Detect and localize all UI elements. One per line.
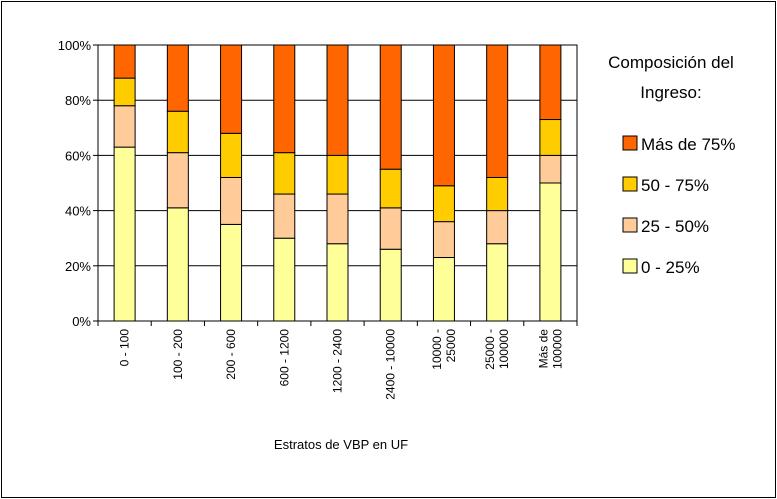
bar-segment <box>273 44 296 154</box>
bar-segment <box>166 44 189 112</box>
bar-segment <box>113 77 136 107</box>
legend-title: Ingreso: <box>640 83 701 102</box>
bar-segment <box>379 207 402 250</box>
plot-area: 0% 20% 40% 60% 80% 100% 0 - 100 100 - 200 200 - … <box>58 38 578 400</box>
bar-segment <box>113 146 136 322</box>
legend-swatch <box>622 135 638 151</box>
category-label: 0 - 100 <box>118 329 132 367</box>
category-label: 100000 <box>497 329 511 369</box>
category-label: 600 - 1200 <box>277 329 291 387</box>
bar-segment <box>220 132 243 178</box>
bar-segment <box>379 44 402 170</box>
legend-swatch <box>622 176 638 192</box>
category-label: Más de <box>536 329 550 369</box>
legend: Composición del Ingreso: Más de 75% 50 - 75… <box>608 53 735 277</box>
bar-segment <box>539 182 562 322</box>
category-label: 2400 - 10000 <box>384 329 398 400</box>
bar-segment <box>539 44 562 121</box>
y-tick-label: 60% <box>65 148 91 163</box>
bar-segment <box>326 193 349 245</box>
bar-segment <box>486 176 509 212</box>
y-tick-label: 0% <box>72 314 91 329</box>
bar-segment <box>486 210 509 245</box>
bar-segment <box>379 248 402 322</box>
bar-segment <box>326 243 349 322</box>
bar-segment <box>379 168 402 209</box>
bar-segment <box>326 44 349 156</box>
legend-label: 0 - 25% <box>641 258 700 277</box>
bar-segment <box>432 221 455 259</box>
x-axis-title: Estratos de VBP en UF <box>274 437 408 452</box>
bar-segment <box>539 119 562 156</box>
bar-segment <box>113 105 136 148</box>
bar-segment <box>220 223 243 322</box>
legend-swatch <box>622 217 638 233</box>
category-label: 200 - 600 <box>224 329 238 380</box>
bar-segment <box>486 243 509 322</box>
y-tick-label: 40% <box>65 204 91 219</box>
category-label: 25000 <box>444 329 458 363</box>
category-label: 10000 - <box>430 329 444 370</box>
bar-segment <box>432 185 455 223</box>
bar-segment <box>539 154 562 184</box>
bar-segment <box>220 176 243 225</box>
y-tick-label: 20% <box>65 259 91 274</box>
legend-swatch <box>622 258 638 274</box>
bar-segment <box>113 44 136 79</box>
legend-label: Más de 75% <box>641 135 736 154</box>
bar-segment <box>166 110 189 154</box>
legend-label: 50 - 75% <box>641 176 709 195</box>
bar-segment <box>220 44 243 134</box>
legend-title: Composición del <box>608 53 734 72</box>
bar-segment <box>273 152 296 195</box>
bar-segment <box>432 257 455 322</box>
legend-label: 25 - 50% <box>641 217 709 236</box>
bar-segment <box>166 207 189 322</box>
bar-segment <box>273 237 296 322</box>
y-tick-label: 100% <box>58 38 92 53</box>
bar-segment <box>486 44 509 178</box>
category-label: 25000 - <box>483 329 497 370</box>
y-tick-label: 80% <box>65 93 91 108</box>
bar-segment <box>432 44 455 187</box>
category-label: 1200 - 2400 <box>331 329 345 393</box>
category-label: 100000 <box>550 329 564 369</box>
bar-segment <box>273 193 296 239</box>
bar-segment <box>326 154 349 195</box>
category-label: 100 - 200 <box>171 329 185 380</box>
bar-segment <box>166 152 189 209</box>
